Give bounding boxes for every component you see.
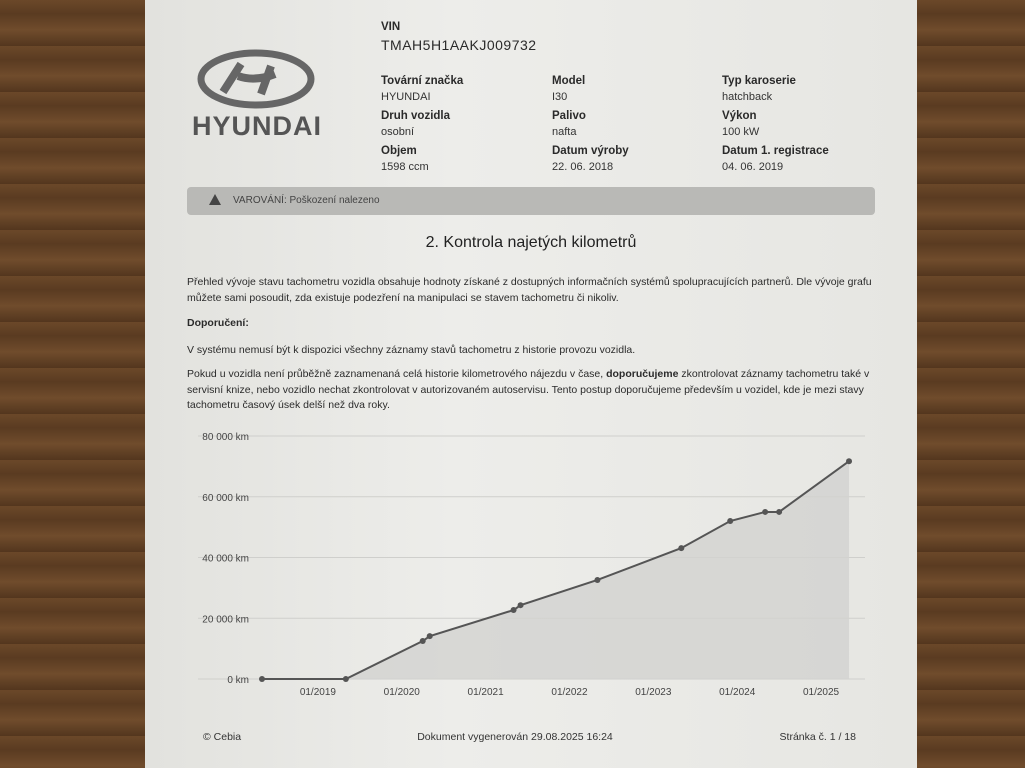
field-value: hatchback (722, 91, 773, 103)
field-value: 100 kW (722, 126, 760, 138)
y-tick-label: 60 000 km (202, 493, 249, 504)
point (762, 508, 769, 515)
field-label: Výkon (722, 110, 757, 122)
warning-icon (209, 194, 221, 205)
point (727, 518, 734, 525)
field-label: Datum výroby (552, 145, 629, 157)
point (510, 607, 517, 614)
point (342, 676, 349, 682)
field-value: 04. 06. 2019 (722, 161, 784, 173)
field-value: osobní (381, 126, 415, 138)
paragraph: V systému nemusí být k dispozici všechny… (187, 344, 636, 356)
vin-label: VIN (381, 21, 401, 33)
text: zkontrolovat záznamy tachometru také v s… (187, 368, 870, 411)
x-tick-label: 01/2020 (384, 687, 421, 698)
chart: 0 km 20 000 km 40 000 km 60 000 km 80 000 km… (198, 432, 865, 698)
x-tick-label: 01/2025 (803, 687, 840, 698)
paragraph: Přehled vývoje stavu tachometru vozidla … (187, 276, 872, 304)
area (261, 461, 850, 679)
footer-generated: Dokument vygenerován 29.08.2025 16:24 (417, 731, 613, 743)
field-label: Druh vozidla (381, 110, 451, 122)
x-tick-label: 01/2019 (300, 687, 337, 698)
x-tick-label: 01/2023 (635, 687, 672, 698)
field-label: Datum 1. registrace (722, 145, 829, 157)
text: Pokud u vozidla není průběžně zaznamenan… (187, 368, 607, 380)
point (594, 576, 601, 583)
point (258, 676, 265, 682)
y-tick-label: 0 km (227, 675, 249, 686)
x-tick-label: 01/2022 (551, 687, 588, 698)
warning-bar: VAROVÁNÍ: Poškození nalezeno (187, 187, 875, 215)
x-tick-label: 01/2024 (719, 687, 756, 698)
point (419, 638, 426, 645)
field-value: 1598 ccm (381, 161, 429, 173)
point (426, 633, 433, 640)
paragraph: Pokud u vozidla není průběžně zaznamenan… (187, 367, 879, 414)
field-value: I30 (552, 91, 568, 103)
field-label: Typ karoserie (722, 75, 796, 87)
field-label: Objem (381, 145, 417, 157)
y-tick-label: 40 000 km (202, 554, 249, 565)
field-value: nafta (552, 126, 577, 138)
point (517, 602, 524, 609)
section-title: 2. Kontrola najetých kilometrů (425, 234, 637, 251)
point (678, 545, 685, 552)
y-tick-label: 80 000 km (202, 432, 249, 443)
warning-text: VAROVÁNÍ: Poškození nalezeno (233, 195, 380, 206)
logo: HYUNDAI (192, 49, 322, 141)
field-value: 22. 06. 2018 (552, 161, 614, 173)
field-label: Tovární značka (381, 75, 464, 87)
field-label: Model (552, 75, 586, 87)
field-label: Palivo (552, 110, 586, 122)
paragraph-heading: Doporučení: (187, 317, 249, 329)
field-value: HYUNDAI (381, 91, 431, 103)
footer-page: Stránka č. 1 / 18 (779, 731, 856, 743)
point (776, 508, 783, 515)
bold-text: doporučujeme (606, 368, 679, 380)
vin-value: TMAH5H1AAKJ009732 (381, 37, 537, 53)
logo-text: HYUNDAI (192, 111, 322, 141)
y-tick-label: 20 000 km (202, 614, 249, 625)
x-tick-label: 01/2021 (468, 687, 505, 698)
footer-copyright: © Cebia (203, 731, 242, 743)
point (846, 458, 853, 465)
